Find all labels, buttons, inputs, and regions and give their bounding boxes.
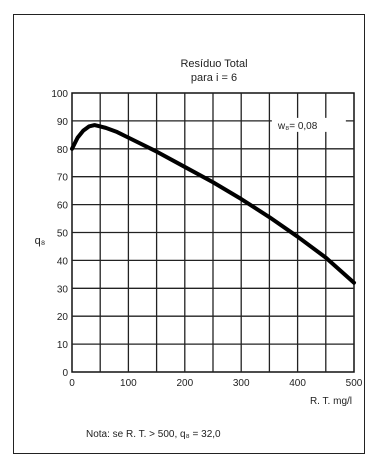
- x-tick-label: 300: [233, 378, 250, 389]
- legend-label: w₈= 0,08: [277, 121, 318, 132]
- y-tick-label: 10: [57, 340, 69, 351]
- y-tick-label: 20: [57, 312, 69, 323]
- y-tick-label: 100: [51, 89, 68, 100]
- chart-subtitle: para i = 6: [191, 72, 237, 84]
- y-axis-label: q₈: [35, 235, 46, 247]
- y-tick-label: 40: [57, 256, 69, 267]
- chart-title: Resíduo Total: [180, 58, 247, 70]
- x-tick-label: 400: [289, 378, 306, 389]
- x-tick-label: 200: [176, 378, 193, 389]
- y-tick-label: 0: [62, 368, 68, 379]
- y-tick-label: 70: [57, 173, 69, 184]
- y-tick-label: 80: [57, 145, 69, 156]
- y-tick-label: 30: [57, 284, 69, 295]
- chart-frame: [13, 14, 365, 454]
- y-tick-label: 50: [57, 229, 69, 240]
- x-tick-label: 500: [346, 378, 363, 389]
- x-tick-label: 0: [69, 378, 75, 389]
- x-axis-label: R. T. mg/l: [310, 396, 352, 407]
- legend-box: [271, 117, 346, 132]
- note-text: Nota: se R. T. > 500, q₈ = 32,0: [86, 429, 221, 440]
- y-tick-label: 90: [57, 117, 69, 128]
- y-tick-label: 60: [57, 201, 69, 212]
- x-tick-label: 100: [120, 378, 137, 389]
- series-line: [70, 123, 356, 285]
